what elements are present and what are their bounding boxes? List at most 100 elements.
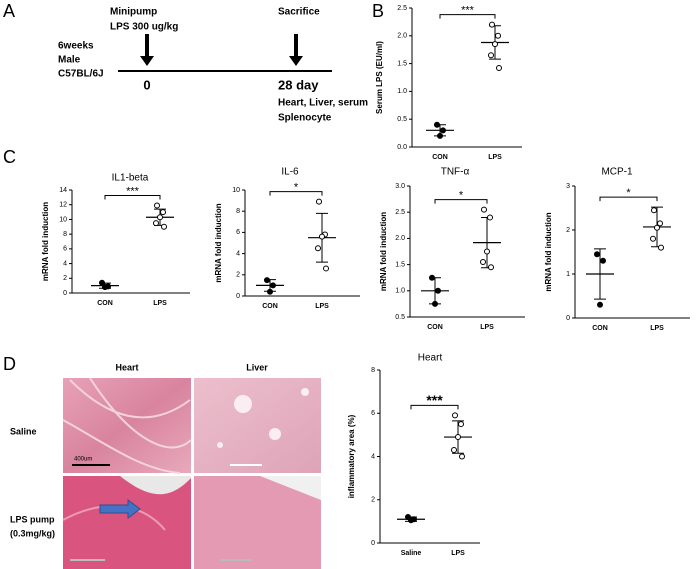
y-tick-label: 3.0 (395, 183, 405, 190)
significance-bracket (434, 199, 488, 204)
data-point (315, 245, 321, 252)
data-point (429, 274, 435, 281)
significance-label: * (294, 182, 299, 194)
data-point (496, 65, 502, 72)
y-tick-label: 8 (236, 208, 240, 215)
data-point (488, 52, 494, 59)
data-point (495, 32, 501, 39)
data-point (316, 198, 322, 205)
data-point (323, 265, 329, 272)
y-tick-label: 6 (63, 246, 67, 253)
x-tick-label: CON (97, 300, 113, 307)
y-tick-label: 14 (59, 187, 67, 194)
y-tick-label: 1.5 (395, 261, 405, 268)
histology-image (62, 476, 191, 569)
y-axis-label: Serum LPS (EU/ml) (375, 41, 384, 114)
row-label: LPS pump (10, 514, 55, 524)
histology-image (194, 476, 321, 569)
y-tick-label: 2 (566, 227, 570, 234)
timeline-text: Sacrifice (278, 7, 320, 18)
y-tick-label: 1 (566, 271, 570, 278)
x-tick-label: CON (262, 303, 278, 310)
y-tick-label: 1.0 (397, 88, 407, 95)
data-point (432, 300, 438, 307)
data-point (440, 127, 446, 134)
y-tick-label: 0.5 (397, 116, 407, 123)
chart-title: TNF-α (441, 167, 470, 178)
panel-label: C (3, 147, 16, 167)
data-point (434, 121, 440, 128)
significance-bracket (599, 196, 658, 202)
y-tick-label: 10 (232, 187, 240, 194)
arrow (99, 499, 141, 519)
data-point (319, 233, 325, 240)
y-axis-label: mRNA fold induction (41, 202, 50, 281)
data-point (459, 453, 465, 460)
x-tick-label: CON (592, 325, 608, 332)
data-point (452, 412, 458, 419)
data-point (597, 301, 603, 308)
arrow (140, 34, 154, 66)
y-tick-label: 8 (63, 231, 67, 238)
y-tick-label: 0 (371, 540, 375, 547)
data-point (489, 21, 495, 28)
chart-title: IL1-beta (112, 173, 149, 184)
x-tick-label: LPS (153, 300, 167, 307)
significance-bracket (269, 191, 323, 196)
data-point (492, 41, 498, 48)
data-point (408, 517, 414, 524)
data-point (484, 248, 490, 255)
row-label: Saline (10, 426, 37, 436)
y-tick-label: 2.0 (397, 33, 407, 40)
data-point (435, 287, 441, 294)
data-point (458, 421, 464, 428)
column-label: Liver (246, 362, 268, 372)
y-tick-label: 8 (371, 367, 375, 374)
y-tick-label: 4 (371, 453, 375, 460)
data-point (650, 235, 656, 242)
x-tick-label: LPS (650, 325, 664, 332)
y-tick-label: 6 (236, 229, 240, 236)
data-point (600, 257, 606, 264)
timeline-text: Minipump (110, 7, 157, 18)
data-point (488, 264, 494, 271)
data-point (480, 258, 486, 265)
timeline-text: Splenocyte (278, 113, 332, 124)
significance-label: *** (126, 185, 140, 197)
data-point (487, 214, 493, 221)
data-point (264, 277, 270, 284)
x-tick-label: LPS (451, 550, 465, 557)
timeline-text: 0 (143, 77, 150, 92)
timeline-text: Male (58, 55, 81, 66)
data-point (481, 206, 487, 213)
y-tick-label: 4 (63, 260, 67, 267)
data-point (651, 207, 657, 214)
data-point (270, 282, 276, 289)
significance-bracket (410, 404, 459, 410)
y-tick-label: 0 (63, 290, 67, 297)
significance-label: *** (426, 392, 443, 408)
timeline-text: Heart, Liver, serum (278, 98, 368, 109)
y-tick-label: 12 (59, 202, 67, 209)
y-tick-label: 10 (59, 216, 67, 223)
chart-title: IL-6 (281, 167, 299, 178)
y-tick-label: 2.0 (395, 235, 405, 242)
data-point (161, 223, 167, 230)
x-tick-label: Saline (401, 550, 422, 557)
histology-image (194, 378, 321, 473)
significance-bracket (104, 194, 161, 200)
y-tick-label: 1.5 (397, 60, 407, 67)
significance-bracket (439, 14, 496, 19)
y-tick-label: 4 (236, 250, 240, 257)
arrow (289, 34, 303, 66)
data-point (267, 288, 273, 295)
histology-image (62, 377, 192, 474)
data-point (157, 214, 163, 221)
chart-title: MCP-1 (601, 167, 633, 178)
data-point (99, 279, 105, 286)
x-tick-label: LPS (315, 303, 329, 310)
x-tick-label: CON (427, 324, 443, 331)
x-tick-label: LPS (480, 324, 494, 331)
chart-title: Heart (418, 353, 443, 364)
y-axis-label: mRNA fold induction (379, 212, 388, 291)
